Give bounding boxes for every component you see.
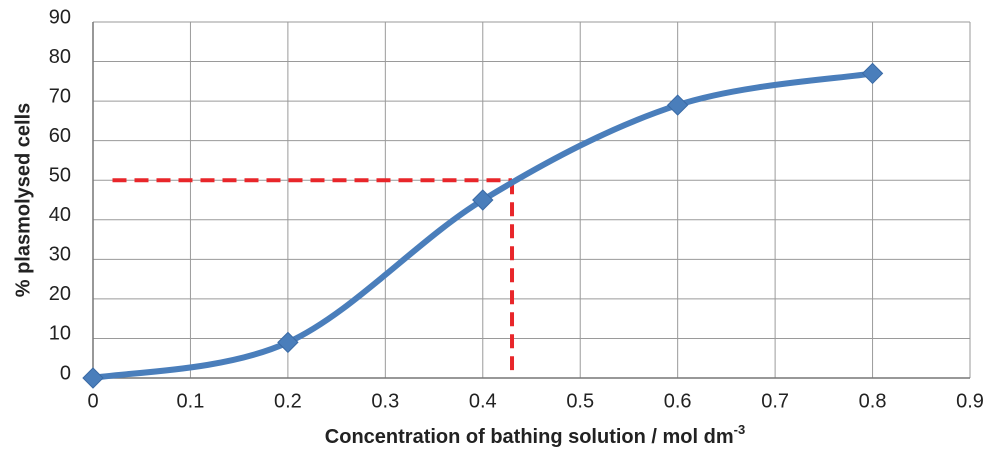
x-tick-label: 0.5 [566, 390, 594, 412]
y-tick-label: 50 [49, 165, 71, 187]
y-tick-label: 70 [49, 85, 71, 107]
point-marker [83, 368, 103, 388]
y-tick-label: 60 [49, 125, 71, 147]
y-axis-label: % plasmolysed cells [12, 103, 34, 298]
x-axis-label: Concentration of bathing solution / mol … [325, 422, 745, 448]
x-tick-label: 0.8 [859, 390, 887, 412]
point-marker [278, 332, 298, 352]
y-tick-label: 90 [49, 6, 71, 28]
x-label-text: Concentration of bathing solution / mol … [325, 426, 734, 448]
point-marker [668, 95, 688, 115]
x-tick-label: 0.2 [274, 390, 302, 412]
chart: Concentration of bathing solution / mol … [0, 0, 996, 455]
page: Concentration of bathing solution / mol … [0, 0, 996, 455]
point-marker [863, 63, 883, 83]
x-label-sup: -3 [734, 422, 746, 437]
y-tick-label: 40 [49, 204, 71, 226]
y-tick-label: 30 [49, 244, 71, 266]
y-tick-label: 10 [49, 323, 71, 345]
y-tick-label: 80 [49, 46, 71, 68]
x-tick-label: 0 [87, 390, 98, 412]
x-tick-label: 0.7 [761, 390, 789, 412]
y-tick-label: 0 [60, 362, 71, 384]
x-tick-label: 0.3 [371, 390, 399, 412]
x-tick-label: 0.1 [177, 390, 205, 412]
y-tick-label: 20 [49, 283, 71, 305]
x-tick-label: 0.4 [469, 390, 497, 412]
x-tick-label: 0.9 [956, 390, 984, 412]
x-tick-label: 0.6 [664, 390, 692, 412]
